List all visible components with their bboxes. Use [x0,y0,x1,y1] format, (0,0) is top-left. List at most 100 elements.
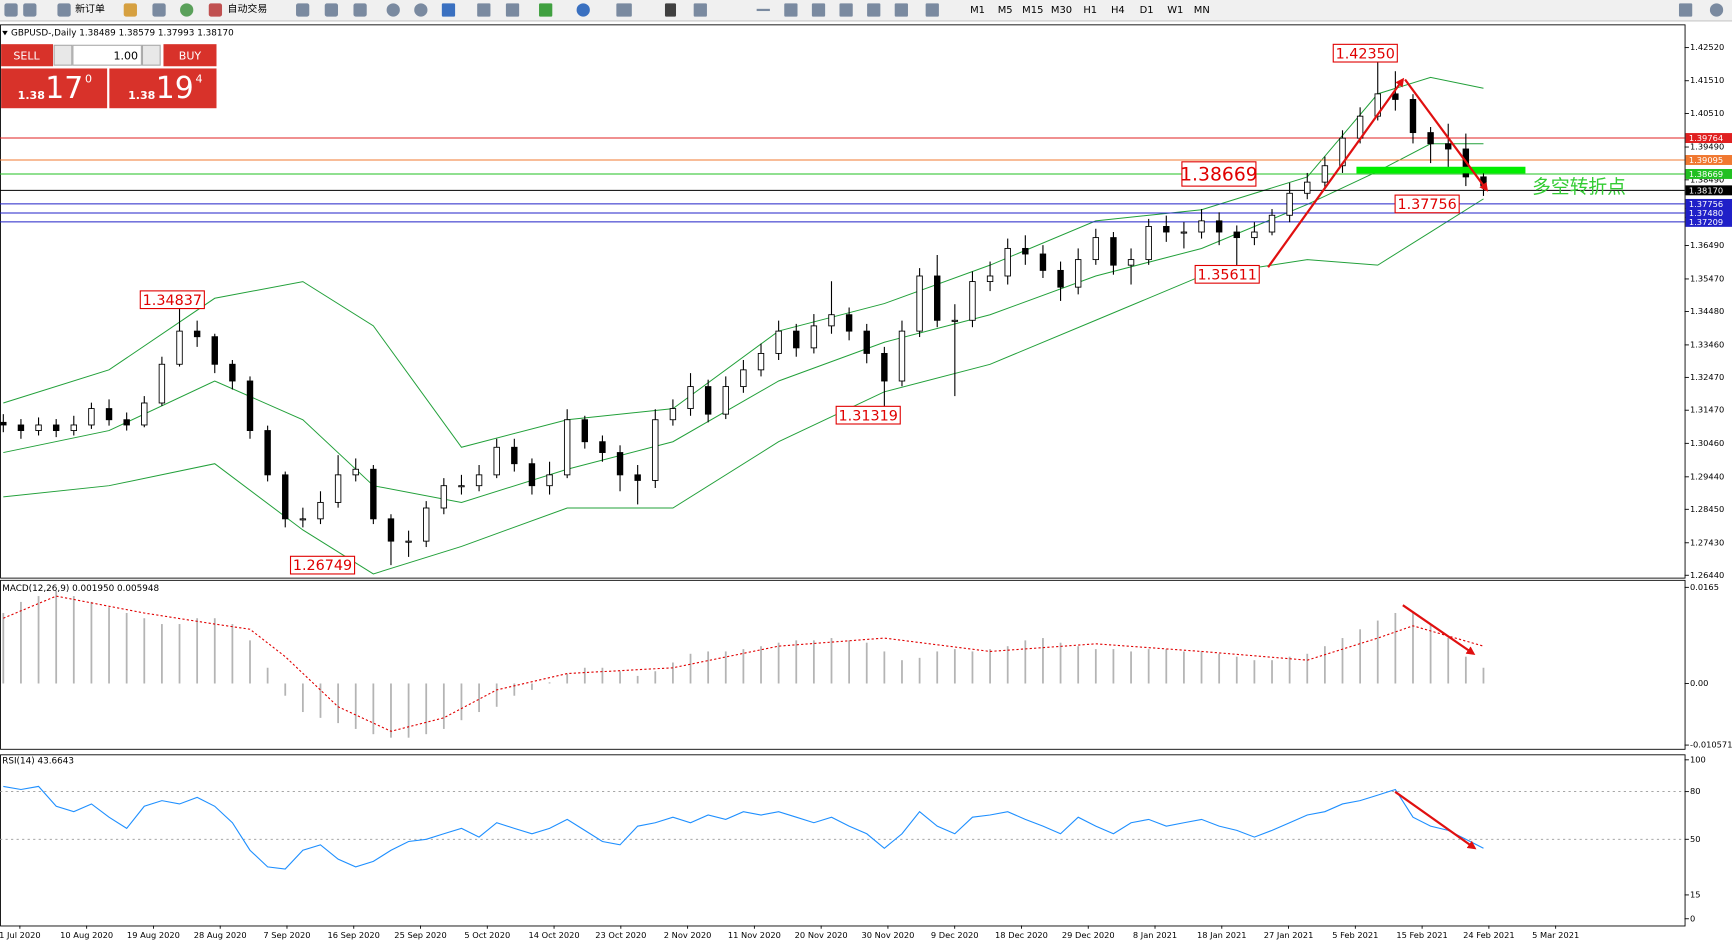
candle-body [458,485,465,488]
lot-down[interactable] [53,44,73,66]
icon[interactable] [4,3,18,17]
lot-input[interactable] [72,44,142,66]
icon[interactable] [1678,3,1693,17]
x-tick-label: 5 Feb 2021 [1332,930,1378,940]
candle-body [740,369,747,388]
macd-bar [249,640,251,684]
macd-bar [1077,646,1080,684]
icon[interactable] [811,3,826,17]
timeframe-button[interactable]: H1 [1083,5,1097,16]
icon[interactable] [57,3,71,17]
timeframe-button[interactable]: M30 [1051,5,1072,16]
buy-price-box[interactable] [109,68,217,109]
icon[interactable] [477,3,491,17]
icon[interactable] [441,3,456,17]
icon[interactable] [353,3,367,17]
icon[interactable] [296,3,310,17]
icon[interactable] [414,3,428,17]
timeframe-button[interactable]: MN [1194,5,1210,16]
icon[interactable] [539,3,553,17]
icon[interactable] [324,3,339,17]
icon[interactable] [123,3,137,17]
candle-body [317,501,324,520]
macd-bar [918,657,921,684]
icon[interactable] [386,3,400,17]
sell-price-box[interactable] [1,68,108,109]
x-tick-label: 28 Aug 2020 [194,930,247,940]
price-annotation: 1.35611 [1198,267,1257,283]
icon[interactable] [505,3,520,17]
macd-bar [284,683,287,696]
lot-value[interactable]: 1.00 [114,49,139,62]
timeframe-bar: M1 M5 M15 M30 H1 H4 D1 W1 MN [970,5,1210,16]
icon[interactable] [784,3,798,17]
icon[interactable] [23,3,37,17]
buy-price-pips: 19 [156,71,194,106]
x-tick-label: 18 Dec 2020 [995,930,1048,940]
macd-bar [865,642,868,684]
icon[interactable] [208,3,223,17]
buy-label[interactable]: BUY [179,49,202,62]
macd-bar [777,642,780,684]
buy-button[interactable] [163,44,217,67]
y-tick-label: 0.0165 [1690,582,1719,592]
macd-bar [1130,651,1132,684]
candle-body [775,330,782,354]
macd-bar [689,653,692,684]
candle-body [158,363,166,404]
macd-bar [301,683,304,713]
candle-body [563,419,571,476]
buy-price-big: 1.38 [128,89,155,102]
x-tick-label: 9 Dec 2020 [931,930,979,940]
y-tick-label: 1.42520 [1690,42,1724,52]
sell-button[interactable] [1,44,54,67]
macd-bar [548,682,551,684]
candle-body [1110,237,1117,266]
macd-bar [724,651,727,684]
rsi-line [3,785,1484,870]
candle-body [440,485,448,509]
macd-bar [1165,649,1168,684]
new-order-button[interactable]: 新订单 [75,2,105,15]
timeframe-button[interactable]: M15 [1022,5,1043,16]
trend-arrow [1394,790,1477,850]
candle-body [828,314,835,327]
icon[interactable] [867,3,881,17]
icon[interactable] [894,3,908,17]
timeframe-button[interactable]: H4 [1111,5,1125,16]
candle-body [951,319,959,322]
x-tick-label: 2 Nov 2020 [664,930,712,940]
toolbar [0,0,1732,21]
y-tick-label: 1.27430 [1690,537,1724,547]
icon[interactable] [576,3,590,17]
icon[interactable] [839,3,853,17]
timeframe-button[interactable]: M1 [970,5,985,16]
icon[interactable] [925,3,939,17]
macd-bar [390,683,392,738]
macd-bar [372,683,375,735]
candle-body [634,474,641,481]
x-tick-label: 24 Feb 2021 [1463,930,1514,940]
icon[interactable] [180,3,194,17]
y-tick-label: -0.010571 [1690,740,1732,750]
timeframe-button[interactable]: W1 [1167,5,1183,16]
icon[interactable] [756,8,770,12]
macd-bar [442,683,445,729]
candle-body [599,441,606,453]
lot-up[interactable] [141,44,161,66]
auto-trading-button[interactable]: 自动交易 [228,2,268,15]
icon[interactable] [152,3,166,17]
rsi-frame [0,754,1686,927]
chart-title: GBPUSD-,Daily 1.38489 1.38579 1.37993 1.… [11,29,234,39]
timeframe-button[interactable]: D1 [1140,5,1154,16]
icon[interactable] [693,3,707,17]
icon[interactable] [664,3,677,17]
price-tag-label: 1.37480 [1689,208,1723,218]
timeframe-button[interactable]: M5 [998,5,1013,16]
icon[interactable] [616,3,632,17]
macd-bar [407,683,410,738]
sell-label[interactable]: SELL [13,49,40,62]
icon[interactable] [1709,3,1724,17]
